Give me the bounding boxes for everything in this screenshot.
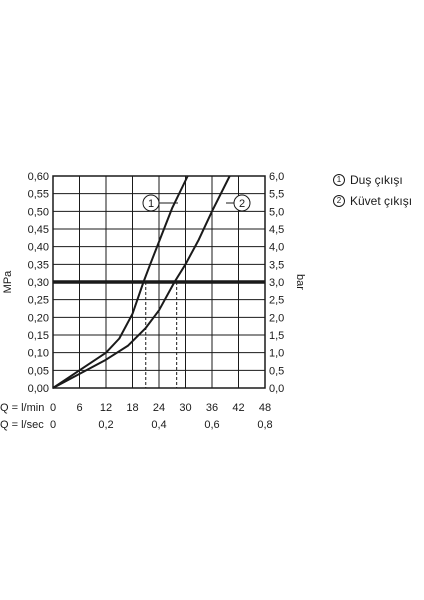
y-tick-label-left: 0,40 (28, 242, 49, 254)
series-line-1 (52, 175, 189, 389)
y-tick-label-left: 0,30 (28, 277, 49, 289)
y-tick-label-left: 0,10 (28, 348, 49, 360)
x-tick-label-lmin: 12 (100, 402, 112, 414)
y-tick-label-right: 6,0 (269, 171, 284, 183)
y-tick-label-right: 1,5 (269, 330, 284, 342)
x-tick-label-lmin: 42 (232, 402, 244, 414)
x-tick-label-lsec: 0,2 (98, 419, 113, 431)
y-tick-label-right: 3,0 (269, 277, 284, 289)
y-tick-label-right: 0,0 (269, 383, 284, 395)
y-tick-label-right: 2,0 (269, 312, 284, 324)
y-axis-title-left: MPa (2, 270, 14, 294)
x-row-label-lmin: Q = l/min (0, 402, 44, 414)
x-tick-label-lmin: 24 (153, 402, 165, 414)
y-tick-label-right: 4,0 (269, 242, 284, 254)
y-tick-label-left: 0,05 (28, 365, 49, 377)
series-line-2 (52, 175, 231, 389)
x-tick-label-lmin: 6 (76, 402, 82, 414)
y-tick-label-right: 3,5 (269, 259, 284, 271)
x-tick-label-lmin: 0 (50, 402, 56, 414)
legend-label-2: Küvet çıkışı (350, 194, 413, 208)
y-tick-label-right: 1,0 (269, 348, 284, 360)
x-tick-label-lsec: 0 (50, 419, 56, 431)
legend-marker-2: 2 (333, 195, 345, 207)
y-tick-label-left: 0,35 (28, 259, 49, 271)
x-tick-label-lmin: 30 (179, 402, 191, 414)
x-tick-label-lmin: 18 (126, 402, 138, 414)
x-tick-label-lsec: 0,6 (204, 419, 219, 431)
legend-label-1: Duş çıkışı (350, 173, 403, 187)
y-tick-label-left: 0,20 (28, 312, 49, 324)
legend-item-1: 1 Duş çıkışı (333, 173, 403, 187)
series-marker-label-2: 2 (239, 198, 245, 210)
legend-item-2: 2 Küvet çıkışı (333, 194, 412, 208)
x-tick-label-lmin: 36 (206, 402, 218, 414)
series-marker-circle-1 (142, 194, 160, 212)
y-tick-label-right: 5,5 (269, 189, 284, 201)
series-marker-label-1: 1 (148, 198, 154, 210)
y-tick-label-left: 0,25 (28, 295, 49, 307)
y-tick-label-left: 0,45 (28, 224, 49, 236)
y-tick-label-left: 0,00 (28, 383, 49, 395)
y-tick-label-right: 0,5 (269, 365, 284, 377)
x-tick-label-lsec: 0,4 (151, 419, 166, 431)
y-tick-label-right: 4,5 (269, 224, 284, 236)
y-tick-label-left: 0,55 (28, 189, 49, 201)
y-tick-label-left: 0,50 (28, 206, 49, 218)
series-marker-circle-2 (233, 194, 251, 212)
y-tick-label-left: 0,15 (28, 330, 49, 342)
x-row-label-lsec: Q = l/sec (0, 419, 44, 431)
y-tick-label-right: 5,0 (269, 206, 284, 218)
y-axis-title-right: bar (294, 274, 306, 290)
x-tick-label-lsec: 0,8 (257, 419, 272, 431)
legend-marker-1: 1 (333, 174, 345, 186)
x-tick-label-lmin: 48 (259, 402, 271, 414)
y-tick-label-left: 0,60 (28, 171, 49, 183)
y-tick-label-right: 2,5 (269, 295, 284, 307)
